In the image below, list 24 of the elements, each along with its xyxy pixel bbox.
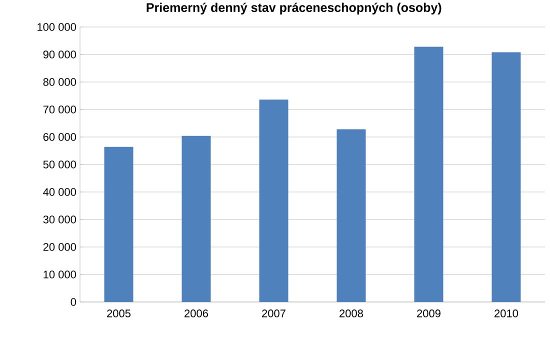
bar xyxy=(104,146,134,302)
bar xyxy=(492,52,521,302)
y-tick-label: 30 000 xyxy=(43,216,76,224)
y-tick-label: 60 000 xyxy=(43,133,76,141)
bar xyxy=(182,136,211,302)
chart-title: Priemerný denný stav práceneschopných (osoby) xyxy=(146,2,442,14)
x-tick-label: 2007 xyxy=(262,310,286,318)
bar xyxy=(414,46,444,302)
y-tick-label: 20 000 xyxy=(43,243,76,251)
x-tick-label: 2008 xyxy=(340,310,363,318)
x-tick-label: 2009 xyxy=(417,310,440,318)
bar xyxy=(259,100,288,302)
y-tick-label: 80 000 xyxy=(43,78,76,86)
y-tick-label: 90 000 xyxy=(43,50,76,58)
y-tick-label: 0 xyxy=(70,298,76,306)
y-tick-label: 40 000 xyxy=(43,188,76,196)
x-tick-label: 2006 xyxy=(184,310,208,318)
y-tick-label: 50 000 xyxy=(43,160,76,168)
y-tick-label: 10 000 xyxy=(44,270,76,278)
x-tick-label: 2005 xyxy=(107,310,131,318)
x-tick-label: 2010 xyxy=(494,310,518,318)
y-tick-label: 100 000 xyxy=(38,23,76,31)
y-tick-label: 70 000 xyxy=(43,106,76,114)
bar xyxy=(336,129,366,302)
